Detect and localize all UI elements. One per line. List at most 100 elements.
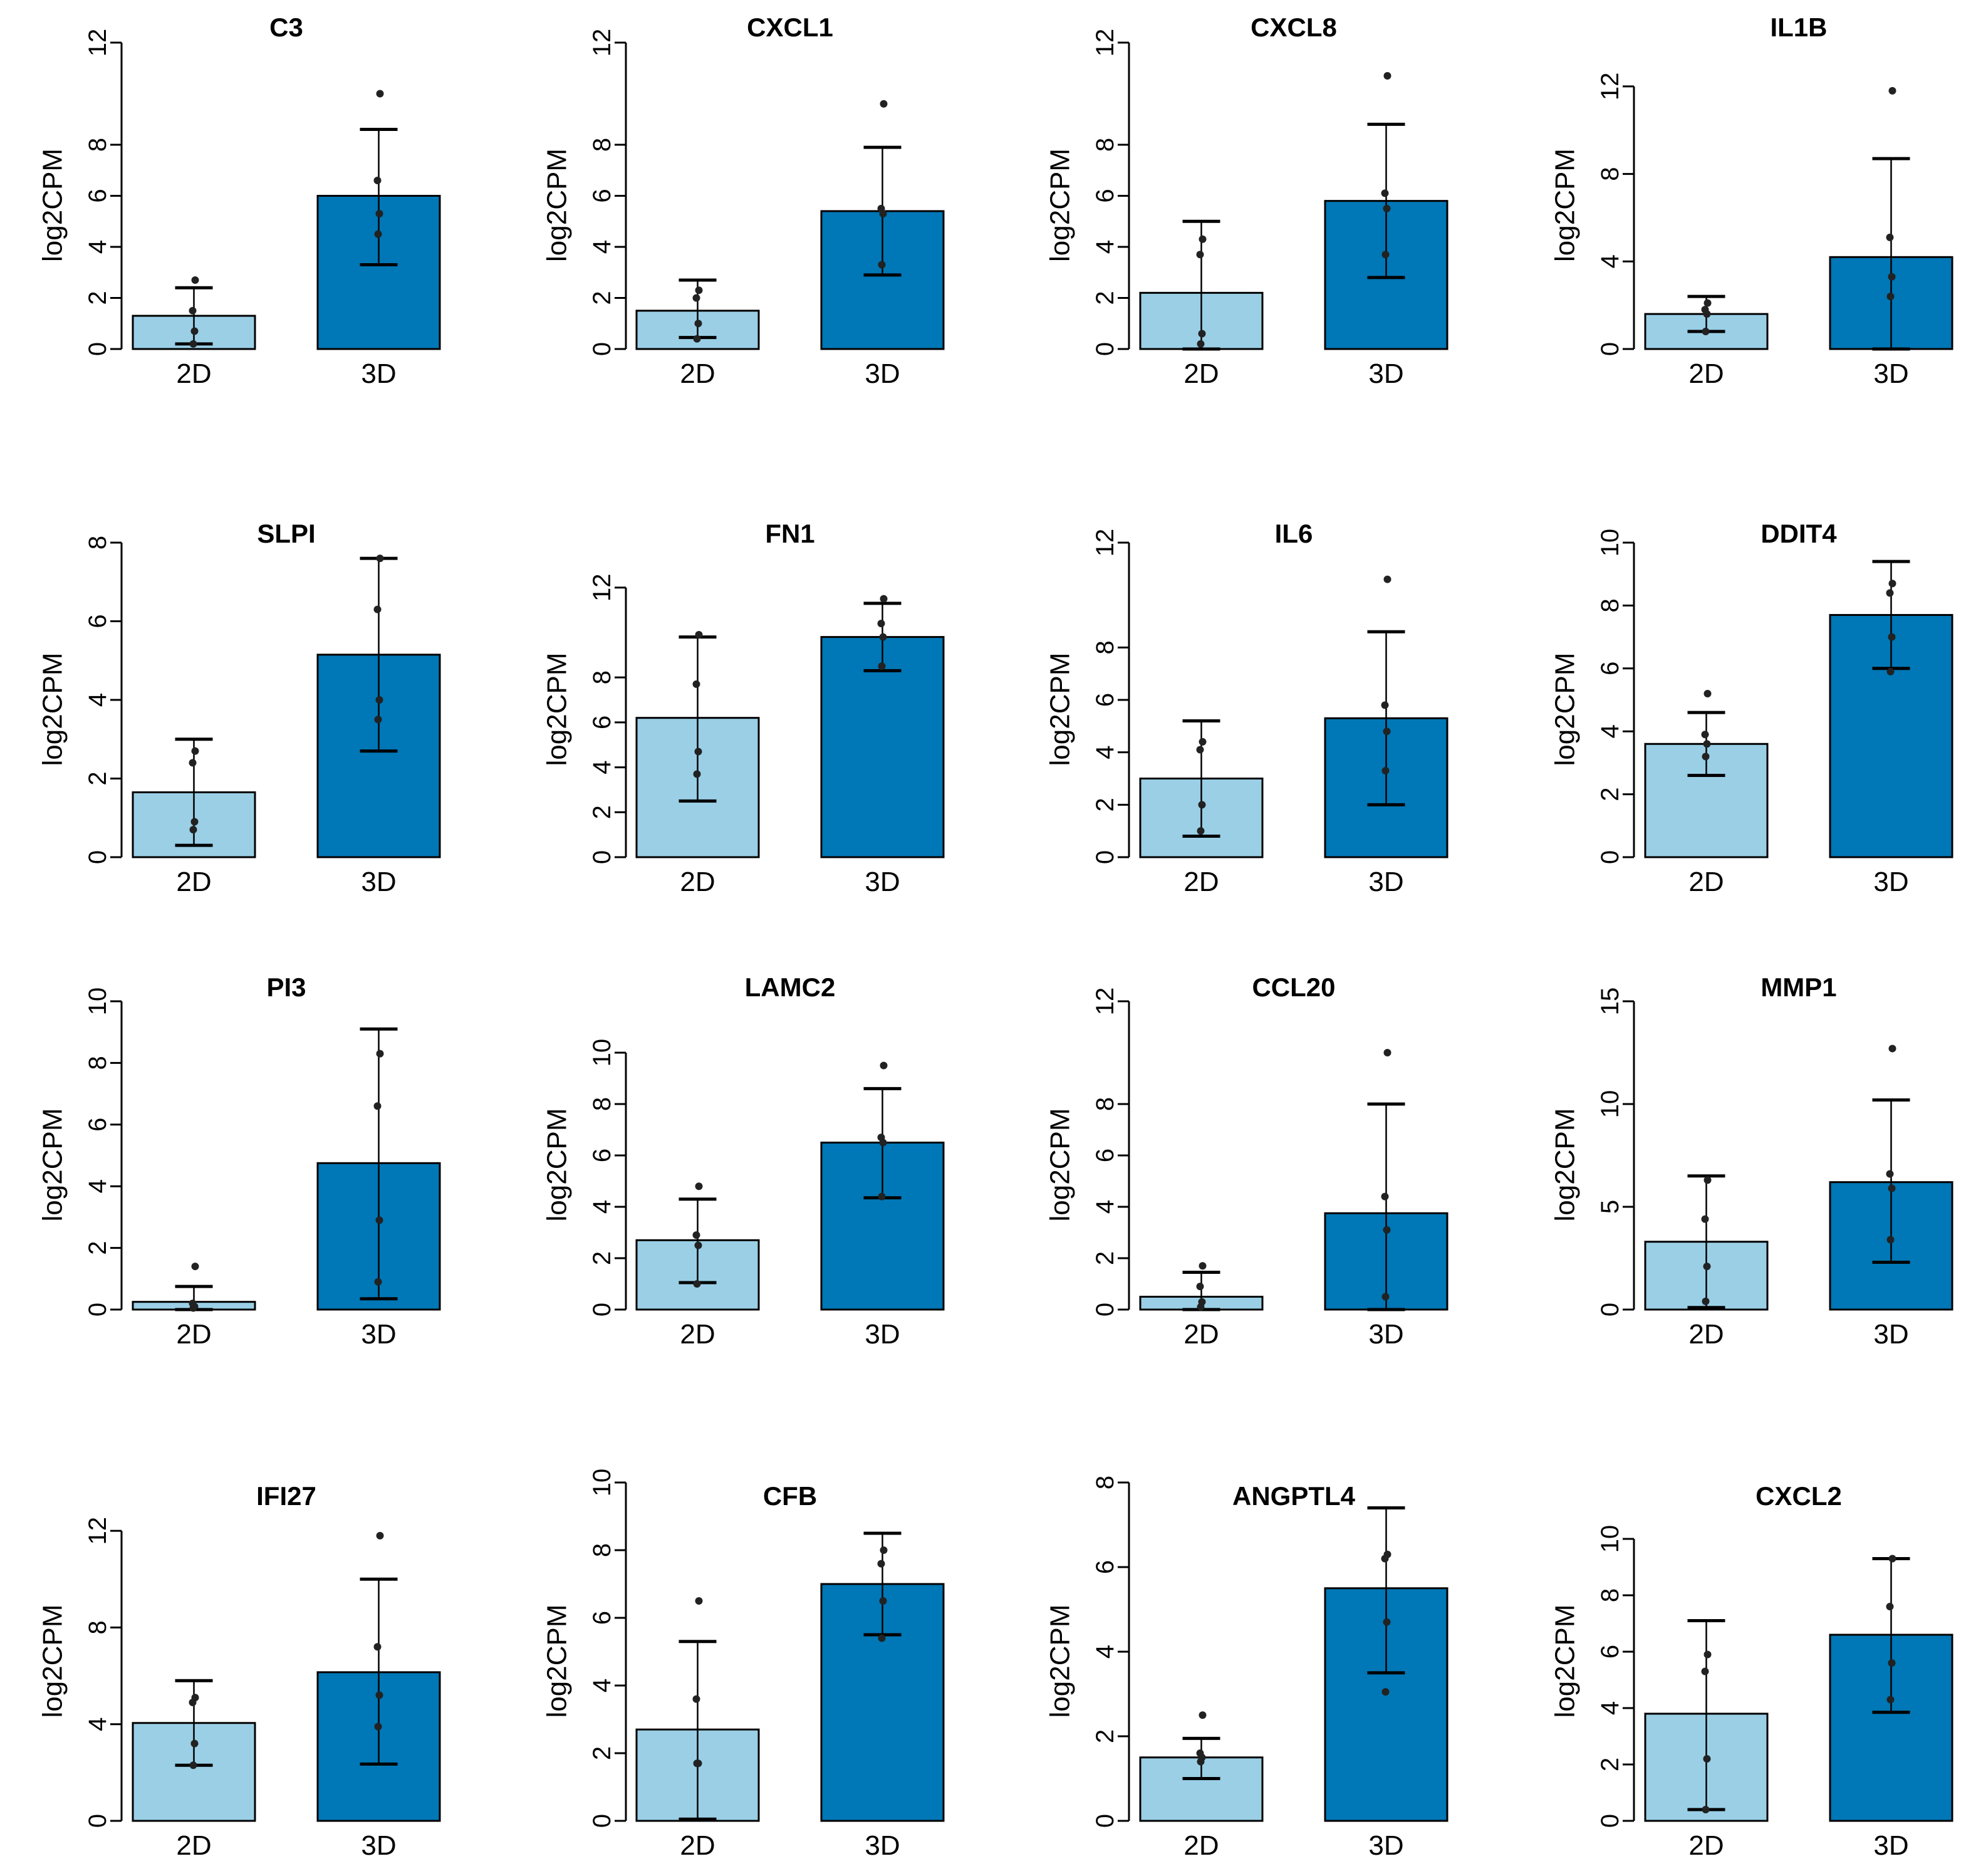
data-point xyxy=(1196,251,1204,259)
y-tick-label: 0 xyxy=(1596,850,1624,864)
x-category-label: 3D xyxy=(1368,867,1403,897)
y-tick-label: 10 xyxy=(588,1039,616,1067)
y-tick-label: 2 xyxy=(1091,291,1119,305)
data-point xyxy=(189,1761,197,1769)
data-point xyxy=(695,631,703,639)
y-tick-label: 10 xyxy=(1596,1525,1624,1553)
panel-ifi27: IFI27 0 4 8 12 log2CPM 2D 3D xyxy=(38,1481,441,1861)
y-tick-label: 6 xyxy=(588,189,616,202)
data-point xyxy=(375,696,383,704)
y-tick-label: 6 xyxy=(588,1611,616,1625)
data-point xyxy=(1888,1184,1896,1192)
y-tick-label: 8 xyxy=(1091,1476,1119,1489)
data-point xyxy=(1888,1659,1896,1667)
data-point xyxy=(880,1061,888,1070)
data-point xyxy=(1196,1283,1204,1291)
data-point xyxy=(1702,1297,1710,1305)
x-category-label: 3D xyxy=(865,1830,900,1861)
data-point xyxy=(1381,766,1390,774)
y-tick-label: 4 xyxy=(588,1679,616,1692)
data-point xyxy=(373,1102,382,1110)
y-tick-label: 8 xyxy=(588,138,616,152)
panel-title: FN1 xyxy=(765,519,814,548)
y-tick-label: 2 xyxy=(1091,1729,1119,1743)
y-axis-label: log2CPM xyxy=(542,1108,573,1222)
x-category-label: 2D xyxy=(680,1830,715,1861)
data-point xyxy=(1703,1755,1711,1763)
data-point xyxy=(190,327,199,335)
y-axis-label: log2CPM xyxy=(38,149,68,262)
data-point xyxy=(1381,701,1389,709)
data-point xyxy=(877,1560,885,1568)
data-point xyxy=(1383,1618,1391,1626)
data-point xyxy=(189,1699,197,1706)
data-point xyxy=(189,826,197,834)
data-point xyxy=(191,747,199,755)
data-point xyxy=(695,1597,703,1605)
y-tick-label: 2 xyxy=(84,291,112,305)
panel-ccl20: CCL20 0 2 4 6 8 12 log2CPM 2D 3D xyxy=(1045,972,1448,1350)
y-tick-label: 6 xyxy=(588,1149,616,1162)
data-point xyxy=(1702,328,1710,336)
data-point xyxy=(1701,731,1709,739)
y-tick-label: 0 xyxy=(1596,1303,1624,1316)
y-tick-label: 2 xyxy=(1596,1758,1624,1771)
data-point xyxy=(190,818,199,826)
data-point xyxy=(878,1634,886,1642)
y-tick-label: 0 xyxy=(1091,342,1119,356)
y-tick-label: 8 xyxy=(1091,640,1119,654)
data-point xyxy=(880,100,888,108)
panel-title: SLPI xyxy=(257,519,315,548)
y-axis-label: log2CPM xyxy=(542,1605,573,1718)
x-category-label: 3D xyxy=(1873,867,1908,897)
data-point xyxy=(879,1139,887,1147)
data-point xyxy=(1703,1650,1712,1659)
x-category-label: 3D xyxy=(1873,358,1908,389)
y-tick-label: 4 xyxy=(84,693,112,707)
y-tick-label: 10 xyxy=(1596,1090,1624,1118)
data-point xyxy=(1702,753,1710,761)
panel-title: MMP1 xyxy=(1761,972,1836,1002)
y-tick-label: 0 xyxy=(588,1303,616,1316)
x-category-label: 3D xyxy=(865,867,900,897)
panel-lamc2: LAMC2 0 2 4 6 8 10 log2CPM 2D 3D xyxy=(542,972,945,1350)
x-category-label: 3D xyxy=(1368,1830,1403,1861)
panel-cfb: CFB 0 2 4 6 8 10 log2CPM 2D 3D xyxy=(542,1469,945,1861)
data-point xyxy=(694,1241,702,1249)
y-tick-label: 8 xyxy=(588,1097,616,1111)
y-tick-label: 8 xyxy=(588,1543,616,1557)
data-point xyxy=(878,662,886,670)
data-point xyxy=(1199,1262,1207,1270)
x-category-label: 3D xyxy=(361,358,396,389)
y-tick-label: 4 xyxy=(588,240,616,254)
y-tick-label: 0 xyxy=(1596,1814,1624,1828)
data-point xyxy=(878,261,886,269)
y-tick-label: 8 xyxy=(1596,598,1624,612)
panel-title: PI3 xyxy=(266,972,306,1002)
y-tick-label: 6 xyxy=(84,1118,112,1132)
data-point xyxy=(1381,1293,1390,1301)
y-tick-label: 2 xyxy=(588,1251,616,1265)
data-point xyxy=(880,595,888,603)
x-category-label: 2D xyxy=(1183,1830,1219,1861)
x-category-label: 3D xyxy=(361,1319,396,1350)
data-point xyxy=(189,759,197,767)
data-point xyxy=(374,230,382,238)
y-axis-label: log2CPM xyxy=(1550,149,1581,262)
data-point xyxy=(1381,251,1390,259)
y-tick-label: 0 xyxy=(84,850,112,864)
y-tick-label: 12 xyxy=(588,573,616,602)
y-tick-label: 0 xyxy=(1091,1303,1119,1316)
y-axis-label: log2CPM xyxy=(38,1605,68,1718)
data-point xyxy=(1886,1236,1895,1244)
y-tick-label: 4 xyxy=(84,1179,112,1193)
x-category-label: 2D xyxy=(680,867,715,897)
data-point xyxy=(375,1216,383,1224)
data-point xyxy=(1886,1603,1894,1610)
y-tick-label: 4 xyxy=(84,240,112,254)
y-tick-label: 0 xyxy=(84,1814,112,1828)
data-point xyxy=(1383,575,1391,583)
y-tick-label: 4 xyxy=(1596,254,1624,268)
y-tick-label: 4 xyxy=(84,1717,112,1731)
data-point xyxy=(374,1722,382,1731)
